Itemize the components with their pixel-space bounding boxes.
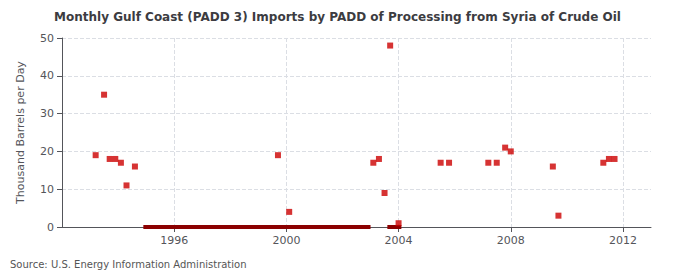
svg-text:0: 0 bbox=[47, 221, 54, 234]
svg-text:1996: 1996 bbox=[160, 234, 188, 247]
svg-text:Thousand Barrels per Day: Thousand Barrels per Day bbox=[14, 61, 27, 205]
svg-text:2000: 2000 bbox=[272, 234, 300, 247]
svg-text:10: 10 bbox=[40, 183, 54, 196]
svg-text:40: 40 bbox=[40, 69, 54, 82]
svg-text:30: 30 bbox=[40, 107, 54, 120]
svg-text:2008: 2008 bbox=[497, 234, 525, 247]
svg-text:50: 50 bbox=[40, 32, 54, 45]
svg-text:2012: 2012 bbox=[609, 234, 637, 247]
svg-text:Source: U.S. Energy Informatio: Source: U.S. Energy Information Administ… bbox=[10, 259, 247, 270]
svg-text:20: 20 bbox=[40, 145, 54, 158]
svg-text:Monthly Gulf Coast (PADD 3) Im: Monthly Gulf Coast (PADD 3) Imports by P… bbox=[54, 10, 621, 24]
svg-text:2004: 2004 bbox=[385, 234, 413, 247]
